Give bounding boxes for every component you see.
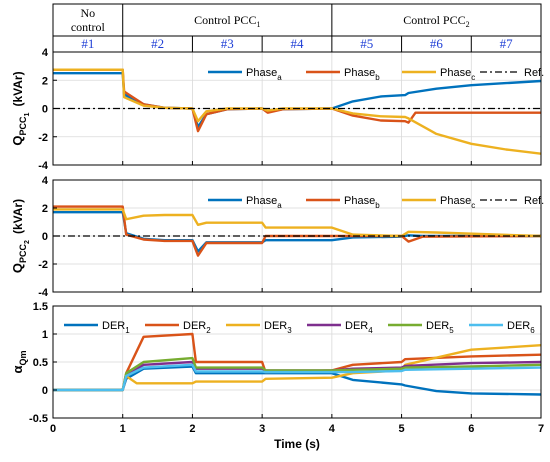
y-axis-label: QPCC2(kVAr) bbox=[10, 199, 31, 273]
x-tick-label: 5 bbox=[399, 423, 405, 435]
legend-label: DER3 bbox=[264, 320, 292, 335]
y-axis-label: αQm bbox=[10, 350, 28, 373]
x-tick-label: 3 bbox=[259, 423, 265, 435]
segment-label: #2 bbox=[151, 36, 164, 51]
panels: -4 -2 0 2 4 QPCC1(kVAr) Phasea Phaseb Phasec Ref.… bbox=[10, 47, 544, 451]
chart-panel-2: -4 -2 0 2 4 QPCC2(kVAr) Phasea Phaseb Phasec Ref. bbox=[10, 175, 544, 299]
y-tick-label: 0 bbox=[42, 231, 48, 243]
header-group-label: control bbox=[71, 20, 106, 34]
y-tick-label: 1.5 bbox=[33, 301, 48, 313]
y-tick-label: -2 bbox=[38, 259, 48, 271]
segment-label: #1 bbox=[81, 36, 94, 51]
header-group-label: Control PCC2 bbox=[403, 13, 469, 29]
x-tick-label: 6 bbox=[468, 423, 474, 435]
segment-label: #6 bbox=[430, 36, 444, 51]
header-group-label: Control PCC1 bbox=[194, 13, 260, 29]
series-line-der5 bbox=[53, 356, 541, 392]
legend-label: Phasec bbox=[440, 195, 475, 210]
legend-label: DER5 bbox=[426, 320, 454, 335]
x-tick-label: 4 bbox=[329, 423, 336, 435]
legend-label: Ref. bbox=[524, 67, 544, 79]
y-tick-label: -2 bbox=[38, 132, 48, 144]
segment-label: #3 bbox=[221, 36, 234, 51]
legend-label: Phaseb bbox=[344, 195, 380, 210]
x-tick-label: 7 bbox=[538, 423, 544, 435]
y-tick-label: 2 bbox=[42, 75, 48, 87]
series-line-der2 bbox=[53, 332, 541, 392]
segment-label: #4 bbox=[291, 36, 305, 51]
y-tick-label: 4 bbox=[42, 47, 49, 59]
y-tick-label: 4 bbox=[42, 175, 49, 187]
x-tick-label: 0 bbox=[50, 423, 56, 435]
y-tick-label: -0.5 bbox=[29, 413, 48, 425]
legend: Phasea Phaseb Phasec Ref. bbox=[208, 195, 544, 210]
legend-label: Ref. bbox=[524, 195, 544, 207]
series-line-phasec bbox=[53, 208, 541, 238]
y-tick-label: 0 bbox=[42, 104, 48, 116]
y-tick-label: -4 bbox=[38, 160, 49, 172]
x-axis-label: Time (s) bbox=[274, 437, 320, 451]
y-tick-label: 0.5 bbox=[33, 357, 48, 369]
legend-label: Phasec bbox=[440, 67, 475, 82]
legend-label: DER1 bbox=[102, 320, 130, 335]
legend-label: DER2 bbox=[183, 320, 211, 335]
y-tick-label: 2 bbox=[42, 203, 48, 215]
legend-label: DER4 bbox=[345, 320, 373, 335]
legend: DER1 DER2 DER3 DER4 DER5 DER6 bbox=[64, 320, 535, 335]
header-group-label: No bbox=[81, 6, 96, 20]
x-tick-label: 1 bbox=[120, 423, 126, 435]
chart-panel-1: -4 -2 0 2 4 QPCC1(kVAr) Phasea Phaseb Phasec Ref. bbox=[10, 47, 544, 172]
x-tick-label: 2 bbox=[189, 423, 195, 435]
y-tick-label: 1 bbox=[42, 329, 48, 341]
legend-label: DER6 bbox=[507, 320, 535, 335]
legend: Phasea Phaseb Phasec Ref. bbox=[208, 67, 544, 82]
series-line-phaseb bbox=[53, 205, 541, 257]
series-line-der6 bbox=[53, 363, 541, 392]
segment-label: #5 bbox=[360, 36, 373, 51]
segment-label: #7 bbox=[500, 36, 514, 51]
y-tick-label: 0 bbox=[42, 385, 48, 397]
y-tick-label: -4 bbox=[38, 287, 49, 299]
y-axis-label: QPCC1(kVAr) bbox=[10, 71, 31, 145]
legend-label: Phasea bbox=[246, 67, 282, 82]
legend-label: Phasea bbox=[246, 195, 282, 210]
legend-label: Phaseb bbox=[344, 67, 380, 82]
series-line-phasec bbox=[53, 68, 541, 155]
